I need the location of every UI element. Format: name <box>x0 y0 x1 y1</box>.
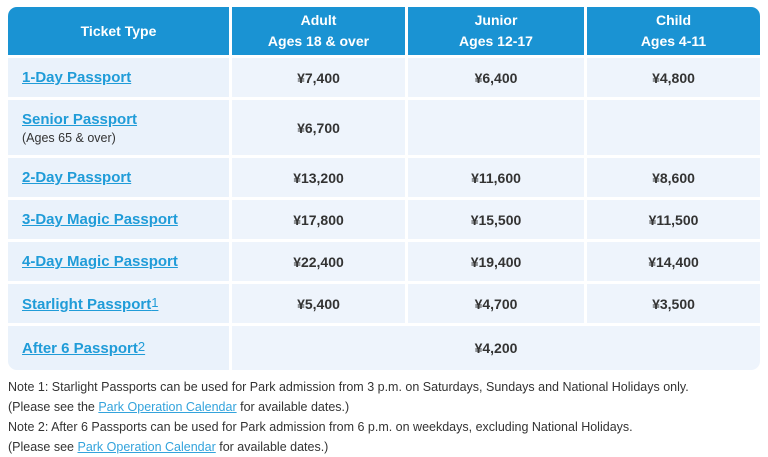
ticket-pricing-table: Ticket Type Adult Ages 18 & over Junior … <box>8 7 760 370</box>
price-child: ¥3,500 <box>587 284 760 323</box>
park-operation-calendar-link[interactable]: Park Operation Calendar <box>77 440 216 454</box>
park-operation-calendar-link[interactable]: Park Operation Calendar <box>98 400 237 414</box>
price-junior: ¥19,400 <box>408 242 584 281</box>
note-1-calendar-post: for available dates.) <box>236 400 350 414</box>
table-row-1-day-passport: 1-Day Passport ¥7,400 ¥6,400 ¥4,800 <box>8 58 760 97</box>
header-junior-ages: Ages 12-17 <box>459 33 533 49</box>
price-adult: ¥13,200 <box>232 158 405 197</box>
price-adult: ¥17,800 <box>232 200 405 239</box>
header-adult-title: Adult <box>300 12 337 28</box>
price-child: ¥8,600 <box>587 158 760 197</box>
ticket-name-cell: 2-Day Passport <box>8 158 229 197</box>
senior-age-note: (Ages 65 & over) <box>22 130 116 145</box>
ticket-link-label: Starlight Passport <box>22 295 152 313</box>
price-child: ¥14,400 <box>587 242 760 281</box>
note-1-calendar-pre: (Please see the <box>8 400 99 414</box>
note-1-body: Note 1: Starlight Passports can be used … <box>8 380 689 394</box>
header-child-ages: Ages 4-11 <box>640 33 707 49</box>
note-1-calendar-line: (Please see the Park Operation Calendar … <box>8 397 760 417</box>
table-row-3-day-magic-passport: 3-Day Magic Passport ¥17,800 ¥15,500 ¥11… <box>8 200 760 239</box>
note-2-calendar-pre: (Please see <box>8 440 78 454</box>
note-1-text: Note 1: Starlight Passports can be used … <box>8 377 760 397</box>
header-child-title: Child <box>656 12 691 28</box>
ticket-name-cell: 4-Day Magic Passport <box>8 242 229 281</box>
note-2-calendar-line: (Please see Park Operation Calendar for … <box>8 437 760 457</box>
ticket-link-senior-passport[interactable]: Senior Passport <box>22 110 138 128</box>
header-junior-title: Junior <box>474 12 518 28</box>
header-child: Child Ages 4-11 <box>587 7 760 55</box>
price-junior: ¥11,600 <box>408 158 584 197</box>
price-junior: ¥6,400 <box>408 58 584 97</box>
price-junior-empty <box>408 100 584 155</box>
price-child: ¥4,800 <box>587 58 760 97</box>
price-junior: ¥4,700 <box>408 284 584 323</box>
table-header-row: Ticket Type Adult Ages 18 & over Junior … <box>8 7 760 55</box>
price-child-empty <box>587 100 760 155</box>
ticket-link-1-day-passport[interactable]: 1-Day Passport <box>22 69 132 86</box>
ticket-name-cell: Senior Passport (Ages 65 & over) <box>8 100 229 155</box>
ticket-link-3-day-magic-passport[interactable]: 3-Day Magic Passport <box>22 211 178 228</box>
ticket-link-starlight-passport[interactable]: Starlight Passport1 <box>22 295 158 313</box>
note-2-body: Note 2: After 6 Passports can be used fo… <box>8 420 633 434</box>
price-adult: ¥6,700 <box>232 100 405 155</box>
footnotes: Note 1: Starlight Passports can be used … <box>8 377 760 457</box>
ticket-name-cell: After 6 Passport2 <box>8 326 229 370</box>
price-adult: ¥7,400 <box>232 58 405 97</box>
price-adult: ¥5,400 <box>232 284 405 323</box>
table-row-4-day-magic-passport: 4-Day Magic Passport ¥22,400 ¥19,400 ¥14… <box>8 242 760 281</box>
header-ticket-type-label: Ticket Type <box>80 22 157 39</box>
table-row-starlight-passport: Starlight Passport1 ¥5,400 ¥4,700 ¥3,500 <box>8 284 760 323</box>
ticket-link-4-day-magic-passport[interactable]: 4-Day Magic Passport <box>22 253 178 270</box>
ticket-name-cell: Starlight Passport1 <box>8 284 229 323</box>
note-1-superscript: 1 <box>151 294 159 310</box>
table-row-after-6-passport: After 6 Passport2 ¥4,200 <box>8 326 760 370</box>
price-child: ¥11,500 <box>587 200 760 239</box>
note-2-text: Note 2: After 6 Passports can be used fo… <box>8 417 760 437</box>
note-2-calendar-post: for available dates.) <box>215 440 329 454</box>
price-all-ages: ¥4,200 <box>232 326 760 370</box>
ticket-link-2-day-passport[interactable]: 2-Day Passport <box>22 169 132 186</box>
ticket-name-cell: 1-Day Passport <box>8 58 229 97</box>
price-adult: ¥22,400 <box>232 242 405 281</box>
header-junior: Junior Ages 12-17 <box>408 7 584 55</box>
header-adult-ages: Ages 18 & over <box>267 33 370 49</box>
price-junior: ¥15,500 <box>408 200 584 239</box>
ticket-link-label: After 6 Passport <box>22 340 138 357</box>
header-adult: Adult Ages 18 & over <box>232 7 405 55</box>
ticket-link-after-6-passport[interactable]: After 6 Passport2 <box>22 339 145 357</box>
note-2-superscript: 2 <box>137 339 146 354</box>
table-row-2-day-passport: 2-Day Passport ¥13,200 ¥11,600 ¥8,600 <box>8 158 760 197</box>
ticket-name-cell: 3-Day Magic Passport <box>8 200 229 239</box>
header-ticket-type: Ticket Type <box>8 7 229 55</box>
table-row-senior-passport: Senior Passport (Ages 65 & over) ¥6,700 <box>8 100 760 155</box>
